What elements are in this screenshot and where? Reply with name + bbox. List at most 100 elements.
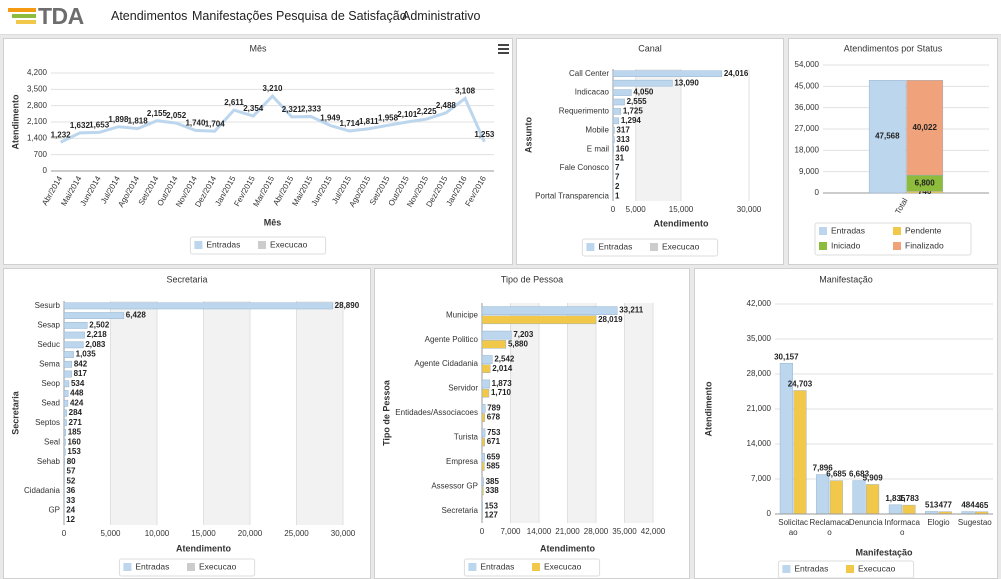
data-label: 1,783 (899, 494, 920, 503)
bar (63, 390, 69, 397)
data-label: 1 (615, 191, 620, 200)
nav-bar: TDA Atendimentos Manifestações Pesquisa … (0, 0, 1001, 35)
y-tick-label: Entidades/Associacoes (395, 408, 478, 417)
bar (612, 127, 615, 134)
y-tick-label: Empresa (446, 457, 479, 466)
data-label: 160 (616, 144, 630, 153)
data-label: 1,949 (320, 114, 341, 123)
data-label: 789 (487, 404, 501, 413)
bar (481, 388, 490, 398)
bar (481, 413, 485, 422)
bar (481, 306, 618, 315)
grid-band (635, 69, 681, 201)
data-label: 448 (70, 389, 84, 398)
bar (866, 484, 880, 515)
x-axis-title: Atendimento (654, 218, 710, 228)
data-label: 31 (615, 154, 624, 163)
bar (906, 80, 944, 176)
data-label: 7 (615, 163, 620, 172)
logo: TDA (38, 3, 84, 29)
data-label: 33,211 (619, 306, 644, 315)
legend-label: Pendente (905, 225, 942, 235)
y-tick-label: 27,000 (795, 124, 820, 133)
bar (481, 453, 485, 462)
data-label: 185 (68, 428, 82, 437)
legend-label: Iniciado (831, 240, 861, 250)
data-label: 534 (71, 379, 85, 388)
legend-symbol (846, 565, 854, 573)
data-label: 2,542 (494, 355, 515, 364)
data-label: 484 (961, 501, 975, 510)
legend-label: Entradas (480, 561, 514, 571)
y-tick-label: Seop (41, 379, 60, 388)
y-tick-label: Sesurb (35, 301, 61, 310)
data-label: 2,555 (627, 97, 648, 106)
bar (481, 355, 493, 364)
menu-item[interactable]: Manifestações (192, 9, 273, 23)
data-label: 2,083 (85, 340, 106, 349)
bar (63, 331, 85, 339)
bar (63, 429, 66, 436)
y-tick-label: Secretaria (442, 506, 479, 515)
chart: Canal 0 5,000 15,000 30,000 Call Center Indic… (523, 43, 762, 257)
x-tick-label: Elogio (927, 518, 950, 527)
data-label: 7 (615, 173, 620, 182)
data-label: 127 (485, 510, 499, 519)
legend-symbol (893, 227, 901, 235)
x-tick-label: Reclamaca o (809, 518, 850, 537)
data-label: 47,568 (875, 132, 900, 141)
grid-band (510, 303, 539, 523)
bar (816, 474, 830, 515)
data-label: 2,611 (224, 98, 244, 107)
bar (612, 79, 673, 87)
chart: Mês 07001,4002,1002,8003,5004,200Abr/201… (10, 43, 509, 255)
data-label: 1,294 (621, 116, 642, 125)
y-tick-label: 21,000 (747, 404, 772, 413)
data-label: 2,225 (417, 107, 438, 116)
grid-band (624, 303, 653, 523)
legend-label: Entradas (831, 225, 865, 235)
y-tick-label: 7,000 (751, 474, 772, 483)
bar (612, 117, 620, 125)
legend-symbol (586, 243, 595, 251)
legend-symbol (819, 227, 827, 235)
x-tick-label: 30,000 (331, 529, 356, 538)
x-axis-title: Mês (264, 217, 282, 227)
y-tick-label: Septos (35, 418, 60, 427)
data-label: 28,019 (598, 315, 623, 324)
y-tick-label: Indicacao (575, 88, 610, 97)
data-label: 24,703 (788, 380, 813, 389)
menu-item[interactable]: Pesquisa de Satisfação (276, 9, 407, 23)
panel: Tipo de Pessoa 0 7,000 14,000 21,000 28,000 3… (374, 268, 690, 579)
y-tick-label: 35,000 (747, 334, 772, 343)
data-label: 7,896 (813, 464, 834, 473)
bar (481, 511, 483, 520)
x-axis-title: Atendimento (540, 543, 596, 553)
x-tick-label: Denuncia (849, 518, 883, 527)
y-tick-label: Agente Cidadania (414, 359, 478, 368)
logo-icon (8, 8, 36, 24)
y-tick-label: 2,800 (27, 101, 48, 110)
data-label: 746 (918, 187, 932, 196)
menu-icon[interactable] (498, 44, 509, 54)
chart-title: Mês (249, 43, 267, 53)
data-label: 2,101 (397, 110, 418, 119)
data-label: 284 (69, 408, 83, 417)
menu-item[interactable]: Atendimentos (111, 9, 188, 23)
bar (481, 486, 484, 496)
legend-label: Execucao (199, 561, 237, 571)
y-tick-label: 18,000 (795, 145, 820, 154)
y-tick-label: 0 (767, 509, 772, 518)
data-label: 1,873 (492, 379, 513, 388)
bar (481, 379, 490, 389)
y-tick-label: 4,200 (27, 68, 48, 77)
y-tick-label: Turista (454, 433, 479, 442)
y-tick-label: Assessor GP (431, 481, 478, 490)
x-tick-label: Sugestao (958, 518, 992, 527)
menu-item[interactable]: Administrativo (402, 9, 481, 23)
chart: Manifestação 0 7,000 14,000 21,000 28,000 35,… (703, 274, 993, 578)
data-label: 28,890 (335, 301, 360, 310)
panel: Canal 0 5,000 15,000 30,000 Call Center Indic… (516, 38, 784, 265)
data-label: 1,835 (885, 494, 906, 503)
